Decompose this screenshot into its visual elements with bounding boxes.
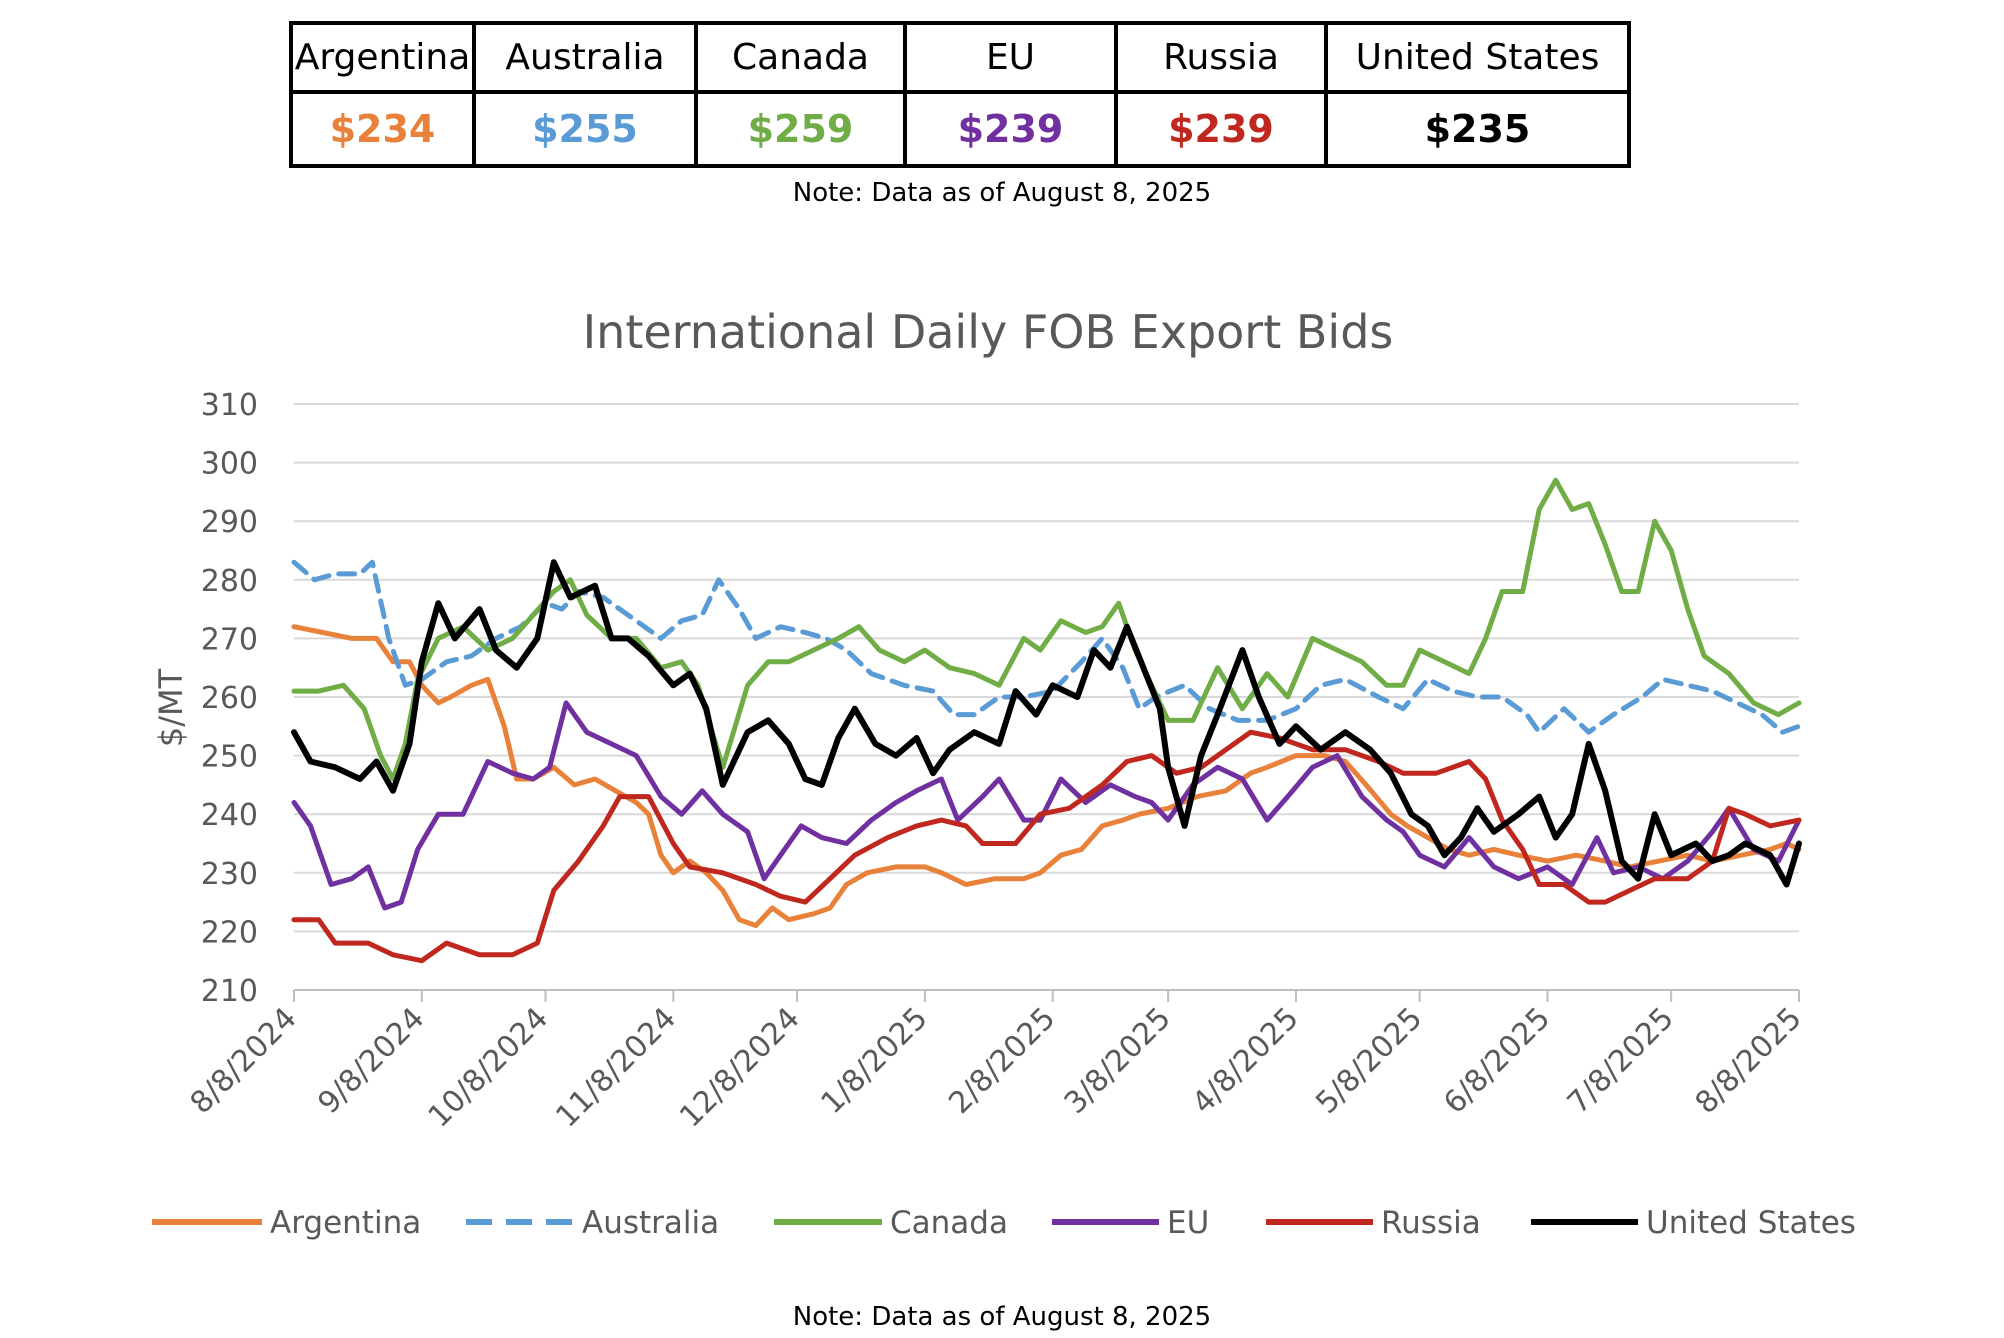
series-line-argentina <box>291 624 1802 928</box>
legend-label: Australia <box>582 1205 719 1241</box>
legend: Argentina Australia Canada EU Russia United S… <box>152 1205 1856 1241</box>
x-tick-label: 10/8/2024 <box>422 1001 556 1135</box>
x-tick-label: 1/8/2025 <box>814 1001 934 1121</box>
x-tick-label: 12/8/2024 <box>673 1001 807 1135</box>
y-tick-label: 310 <box>201 388 258 423</box>
header-cell-australia: Australia <box>472 21 698 94</box>
series-line-united-states <box>291 559 1802 888</box>
x-tick-label: 3/8/2025 <box>1058 1001 1178 1121</box>
series-line-canada <box>291 477 1802 782</box>
x-axis <box>293 989 1800 1002</box>
x-tick-label: 9/8/2024 <box>311 1001 431 1121</box>
y-tick-label: 300 <box>201 447 258 482</box>
price-cell-eu: $239 <box>903 90 1118 168</box>
price-cell-argentina: $234 <box>289 90 476 168</box>
price-cell-australia: $255 <box>472 90 698 168</box>
table-price-row: $234 $255 $259 $239 $239 $235 <box>289 90 1631 168</box>
legend-label: EU <box>1167 1205 1209 1241</box>
x-tick-label: 7/8/2025 <box>1561 1001 1681 1121</box>
x-tick-label: 8/8/2025 <box>1689 1001 1809 1121</box>
legend-label: Canada <box>890 1205 1008 1241</box>
y-axis-ticks: 210 220 230 240 250 260 270 280 290 300 310 <box>201 388 258 1009</box>
series-line-australia <box>291 559 1802 735</box>
x-tick-label: 11/8/2024 <box>549 1001 683 1135</box>
data-date-note-top: Note: Data as of August 8, 2025 <box>792 178 1212 208</box>
price-cell-united-states: $235 <box>1324 90 1631 168</box>
legend-label: Russia <box>1381 1205 1481 1241</box>
series-line-russia <box>291 729 1802 964</box>
y-tick-label: 280 <box>201 564 258 599</box>
y-tick-label: 240 <box>201 798 258 833</box>
y-tick-label: 250 <box>201 740 258 775</box>
series-lines <box>291 477 1802 964</box>
x-tick-label: 4/8/2025 <box>1186 1001 1306 1121</box>
y-tick-label: 230 <box>201 857 258 892</box>
header-cell-united-states: United States <box>1324 21 1631 94</box>
x-tick-label: 6/8/2025 <box>1437 1001 1557 1121</box>
price-summary-table: Argentina Australia Canada EU Russia Uni… <box>289 21 1631 168</box>
y-tick-label: 270 <box>201 622 258 657</box>
legend-label: Argentina <box>270 1205 421 1241</box>
x-tick-label: 5/8/2025 <box>1309 1001 1429 1121</box>
y-tick-label: 220 <box>201 915 258 950</box>
price-cell-canada: $259 <box>694 90 907 168</box>
x-tick-label: 2/8/2025 <box>942 1001 1062 1121</box>
y-tick-label: 210 <box>201 974 258 1009</box>
header-cell-argentina: Argentina <box>289 21 476 94</box>
x-axis-ticks: 8/8/2024 9/8/202410/8/202411/8/202412/8/2… <box>184 1001 1809 1135</box>
header-cell-russia: Russia <box>1114 21 1328 94</box>
chart-title: International Daily FOB Export Bids <box>583 305 1394 359</box>
y-tick-label: 290 <box>201 505 258 540</box>
table-header-row: Argentina Australia Canada EU Russia Uni… <box>289 21 1631 94</box>
header-cell-canada: Canada <box>694 21 907 94</box>
data-date-note-bottom: Note: Data as of August 8, 2025 <box>792 1302 1212 1332</box>
header-cell-eu: EU <box>903 21 1118 94</box>
legend-label: United States <box>1646 1205 1856 1241</box>
y-axis-label: $/MT <box>152 668 190 747</box>
price-cell-russia: $239 <box>1114 90 1328 168</box>
x-tick-label: 8/8/2024 <box>184 1001 304 1121</box>
y-tick-label: 260 <box>201 681 258 716</box>
